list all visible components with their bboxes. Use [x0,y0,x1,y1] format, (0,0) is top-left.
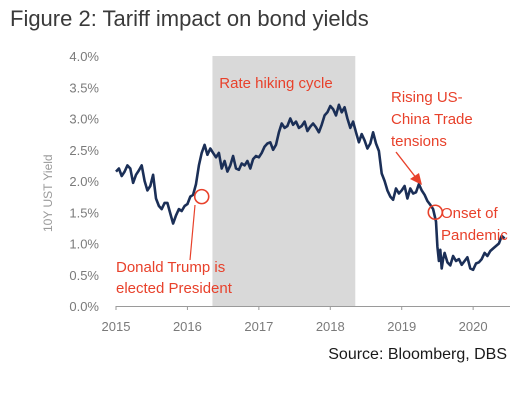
y-axis-label: 10Y UST Yield [41,154,55,232]
annotation-trade-tensions-line3: tensions [391,133,447,150]
x-axis-ticks: 2015 2016 2017 2018 2019 2020 [102,306,488,334]
trade-tensions-arrowhead [410,173,422,185]
x-tick-label: 2016 [173,319,202,334]
y-tick-label: 1.5% [69,205,99,220]
x-tick-label: 2019 [387,319,416,334]
annotation-trump-line2: elected President [116,280,233,297]
x-tick-label: 2015 [102,319,131,334]
x-tick-label: 2020 [459,319,488,334]
y-tick-label: 4.0% [69,49,99,64]
annotation-rate-hiking-cycle: Rate hiking cycle [219,75,332,92]
trump-callout-line [189,204,196,261]
source-note: Source: Bloomberg, DBS [328,346,507,363]
y-tick-label: 3.5% [69,80,99,95]
y-tick-label: 0.5% [69,268,99,283]
annotation-trade-tensions-line2: China Trade [391,111,473,128]
x-tick-label: 2017 [244,319,273,334]
event-marker-circle [193,188,210,205]
y-tick-label: 0.0% [69,299,99,314]
annotation-trade-tensions-line1: Rising US- [391,89,463,106]
annotation-pandemic-line1: Onset of [441,205,499,222]
chart-title: Figure 2: Tariff impact on bond yields [10,6,369,31]
y-tick-label: 2.5% [69,143,99,158]
trade-tensions-arrow [395,151,418,180]
rate-hiking-shaded-region [212,56,356,306]
yield-series-line [115,103,506,272]
y-axis-ticks: 0.0% 0.5% 1.0% 1.5% 2.0% 2.5% 3.0% 3.5% 4.0% [69,49,99,314]
y-tick-label: 3.0% [69,112,99,127]
y-tick-label: 2.0% [69,174,99,189]
event-marker-circle [427,204,444,221]
annotation-pandemic-line2: Pandemic [441,227,508,244]
y-tick-label: 1.0% [69,237,99,252]
event-markers [193,188,444,221]
annotation-trump-line1: Donald Trump is [116,259,225,276]
x-tick-label: 2018 [316,319,345,334]
